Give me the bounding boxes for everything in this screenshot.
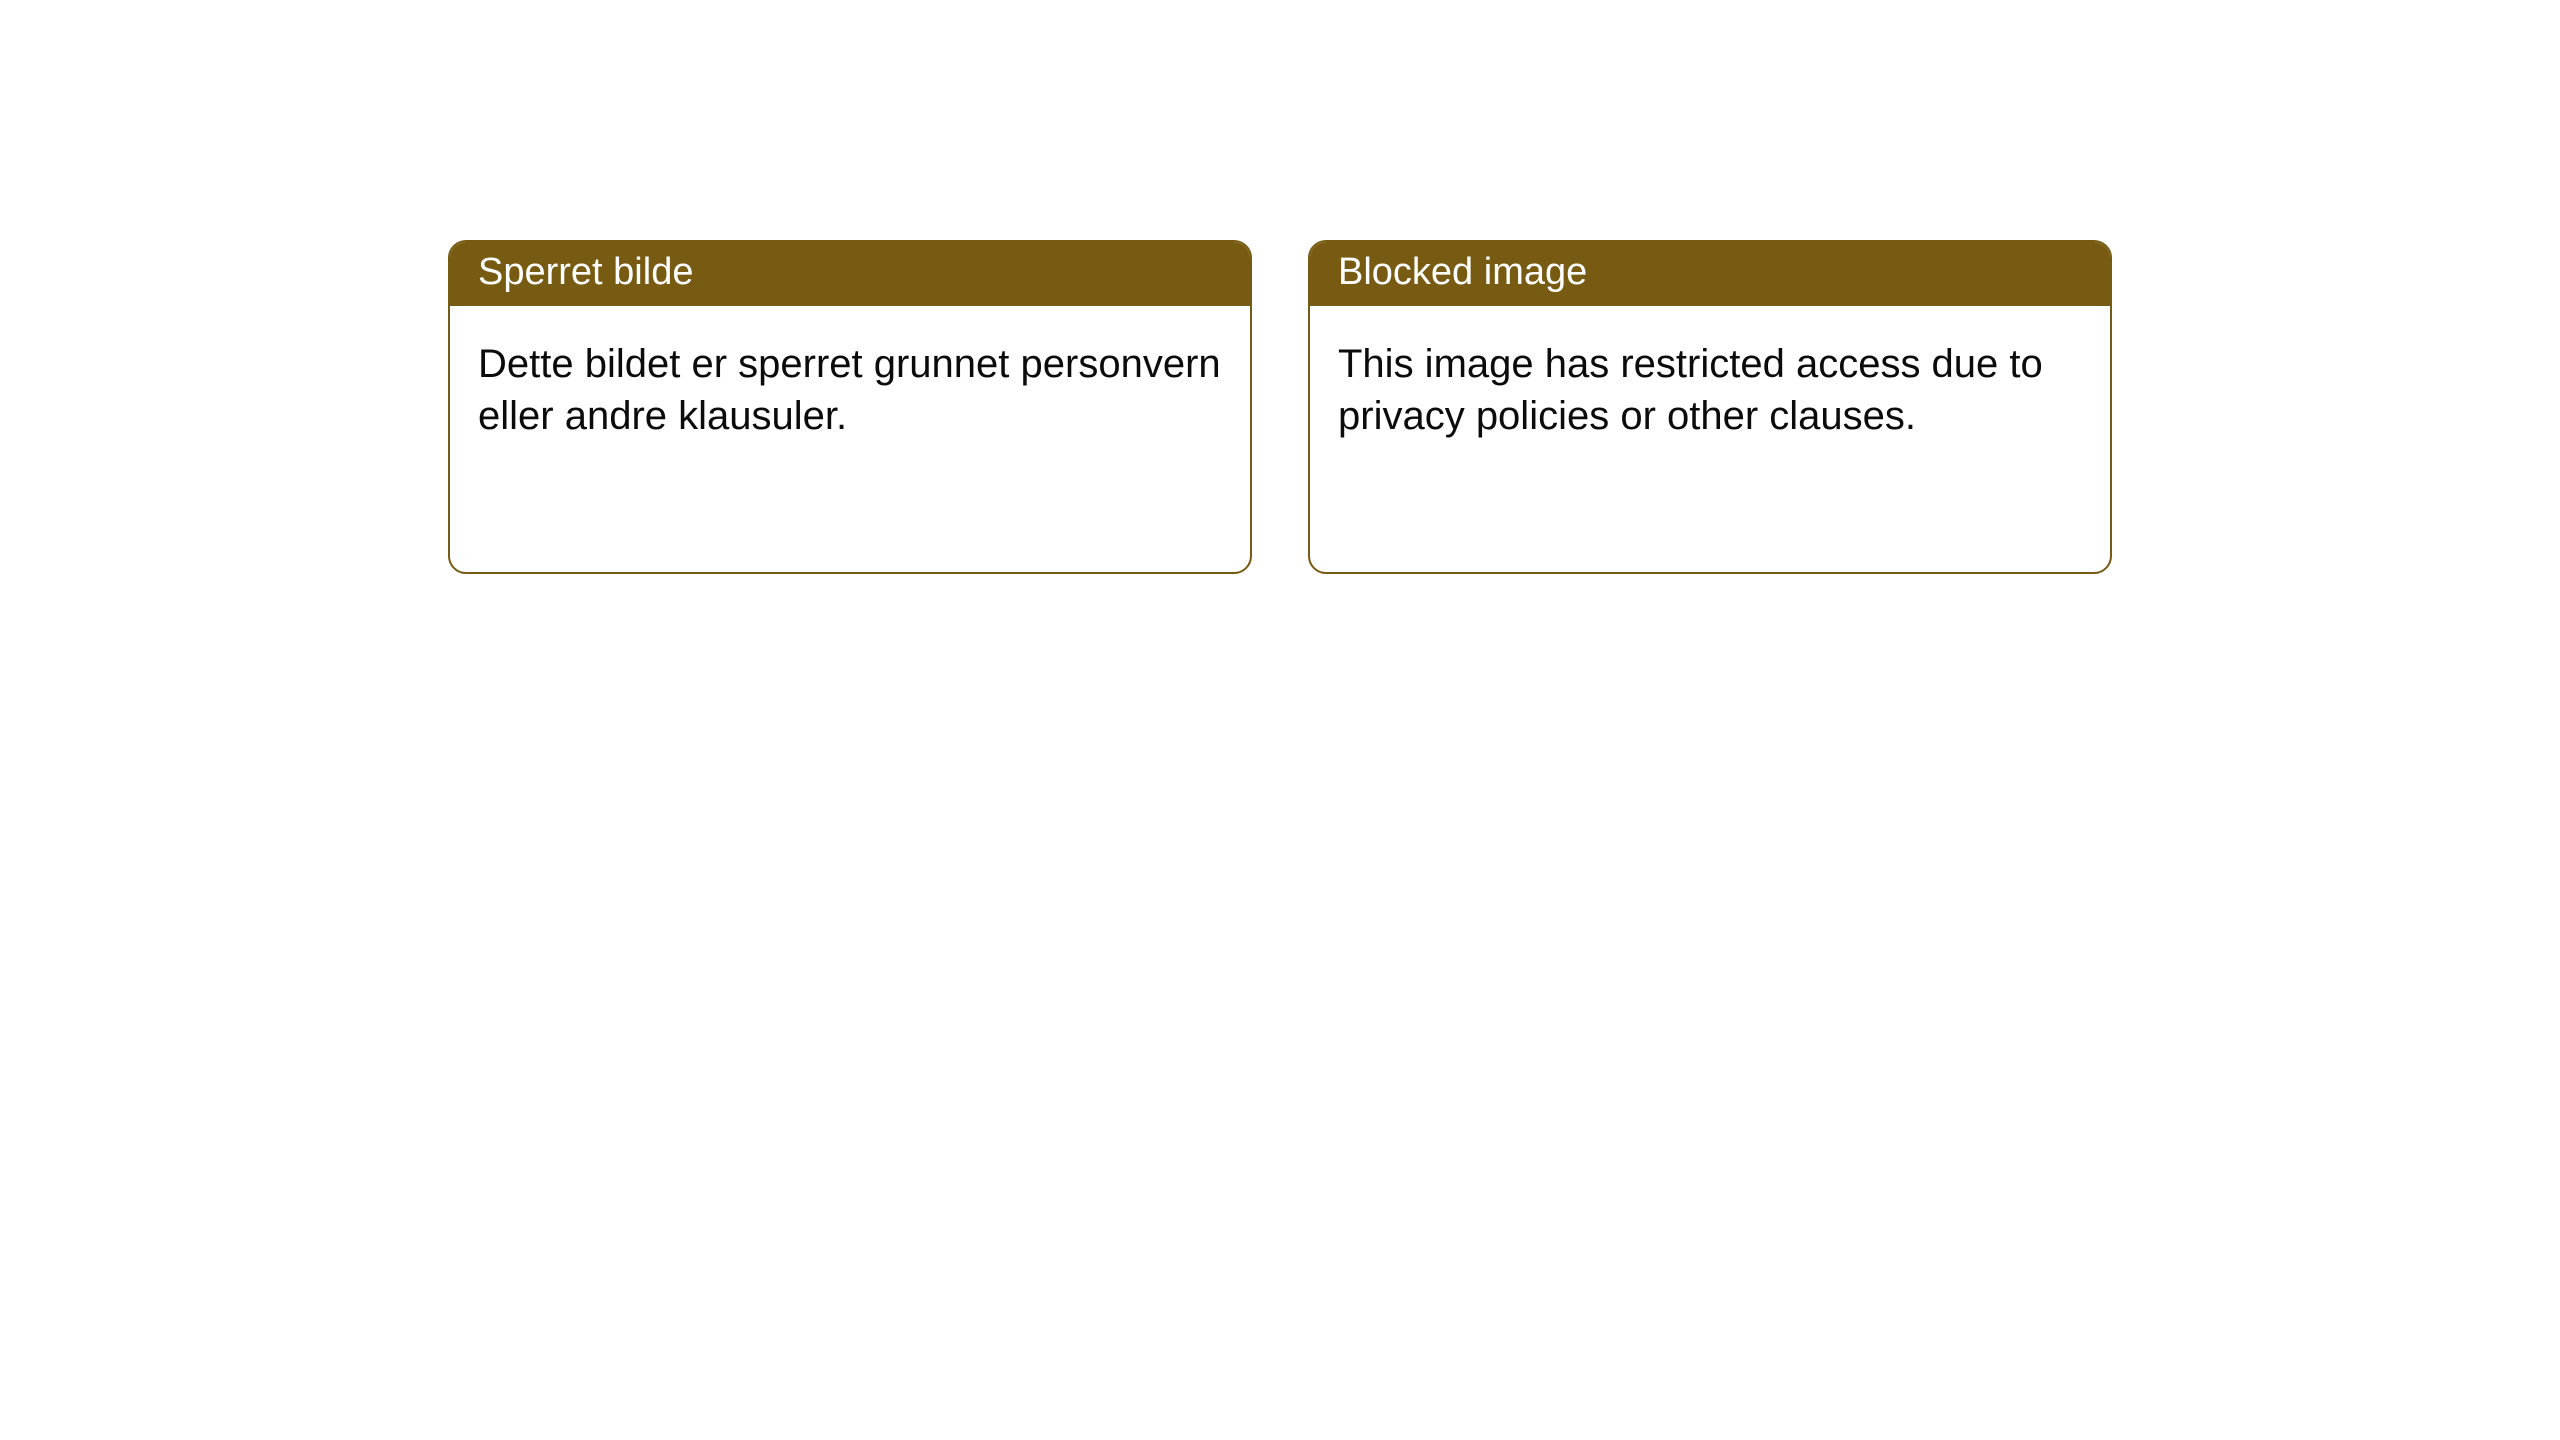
notice-title: Blocked image <box>1338 251 1587 293</box>
notice-header-en: Blocked image <box>1310 242 2110 306</box>
notice-body-en: This image has restricted access due to … <box>1310 306 2110 474</box>
notice-text: Dette bildet er sperret grunnet personve… <box>478 342 1221 438</box>
notice-container: Sperret bilde Dette bildet er sperret gr… <box>0 0 2560 574</box>
notice-title: Sperret bilde <box>478 251 693 293</box>
notice-card-no: Sperret bilde Dette bildet er sperret gr… <box>448 240 1252 574</box>
notice-body-no: Dette bildet er sperret grunnet personve… <box>450 306 1250 474</box>
notice-text: This image has restricted access due to … <box>1338 342 2043 438</box>
notice-header-no: Sperret bilde <box>450 242 1250 306</box>
notice-card-en: Blocked image This image has restricted … <box>1308 240 2112 574</box>
